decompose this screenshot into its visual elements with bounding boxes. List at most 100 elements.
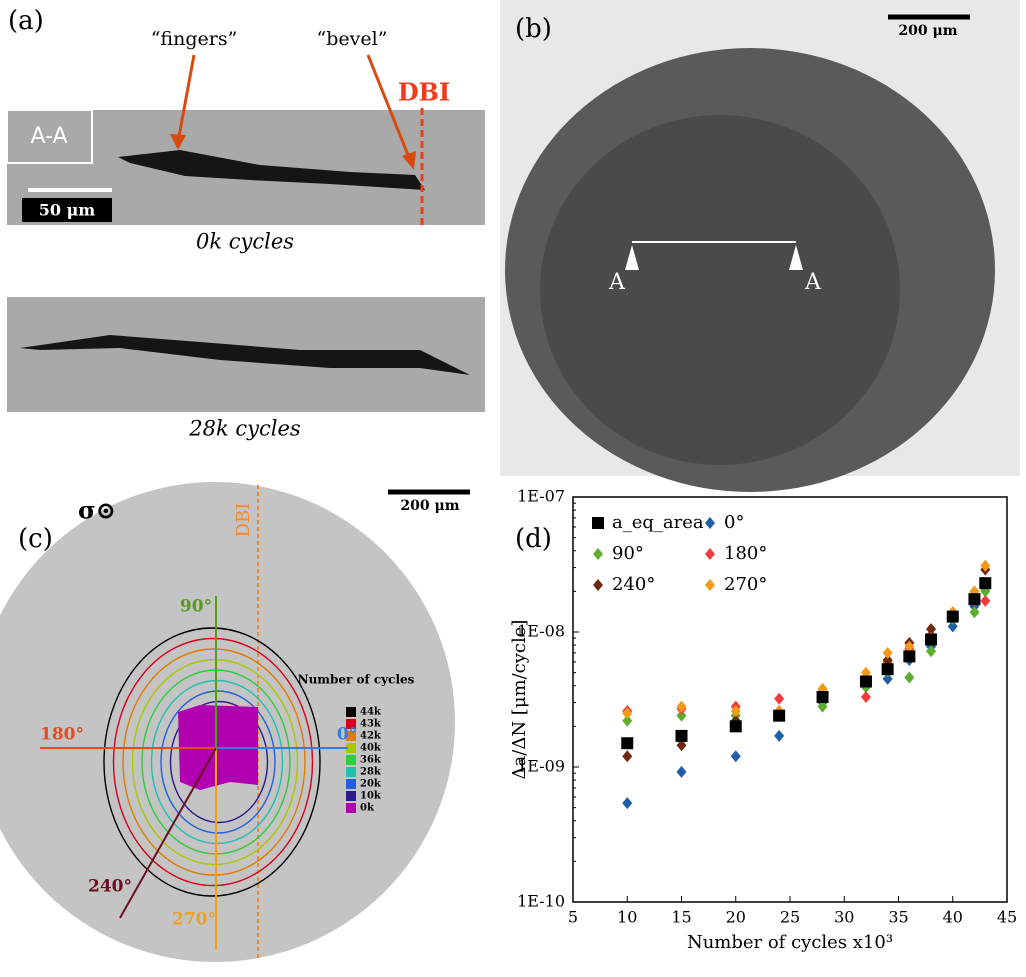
legend-marker [705, 548, 715, 560]
legend-label: 10k [360, 791, 382, 802]
marker [860, 691, 871, 704]
angle-label: 0° [337, 725, 357, 745]
dbi-label: DBI [233, 503, 254, 538]
marker [980, 559, 991, 572]
x-tick-label: 10 [617, 908, 637, 927]
panel-label: (b) [515, 14, 552, 44]
marker [968, 593, 981, 606]
x-tick-label: 25 [780, 908, 800, 927]
legend-swatch [346, 779, 356, 789]
legend-marker [593, 548, 603, 560]
x-tick-label: 20 [726, 908, 746, 927]
arrowhead [402, 151, 416, 170]
legend-label: 44k [360, 707, 382, 718]
legend-marker [705, 517, 715, 529]
legend-marker [705, 579, 715, 591]
legend-label: 0° [724, 512, 744, 533]
marker [817, 700, 828, 713]
angle-line [119, 747, 217, 919]
x-tick-label: 35 [888, 908, 908, 927]
section-box [6, 109, 93, 164]
marker [676, 709, 687, 722]
x-axis-label: Number of cycles x10³ [687, 932, 893, 953]
legend-swatch [346, 803, 356, 813]
legend-swatch [346, 767, 356, 777]
legend-label: 36k [360, 755, 382, 766]
legend-swatch [346, 755, 356, 765]
marker [904, 671, 915, 684]
marker [774, 729, 785, 742]
angle-label: 270° [172, 910, 216, 930]
legend-label: 28k [360, 767, 382, 778]
marker [859, 675, 872, 688]
marker [947, 620, 958, 633]
y-tick-label: 1E-07 [517, 487, 565, 506]
marker [904, 640, 915, 653]
legend-label: 0k [360, 803, 375, 814]
annotation: “fingers” [151, 28, 238, 50]
dbi-label: DBI [398, 78, 450, 107]
marker [881, 663, 894, 676]
legend-label: 42k [360, 731, 382, 742]
marker [622, 750, 633, 763]
crack-front [112, 637, 314, 887]
legend-label: 20k [360, 779, 382, 790]
legend-label: 270° [724, 574, 767, 595]
legend-swatch [346, 707, 356, 717]
stress-symbol: σ⊙ [78, 496, 116, 525]
x-tick-label: 45 [997, 908, 1017, 927]
x-tick-label: 30 [834, 908, 854, 927]
panel-label: (c) [18, 524, 53, 554]
marker [882, 646, 893, 659]
marker [676, 739, 687, 752]
marker [926, 623, 937, 636]
marker [882, 672, 893, 685]
legend-title: Number of cycles [298, 673, 415, 687]
legend-label: 43k [360, 719, 382, 730]
marker [622, 797, 633, 810]
arrow [366, 54, 412, 161]
y-tick-label: 1E-09 [517, 757, 565, 776]
caption: 28k cycles [188, 417, 301, 441]
section-label: A [804, 270, 822, 295]
marker [903, 650, 916, 663]
crack [118, 150, 425, 190]
panel-a: (a) A-A 50 μm DBI “fingers” “bevel” 0k c… [6, 6, 485, 441]
x-tick-label: 15 [671, 908, 691, 927]
scale-bar-label: 50 μm [39, 201, 96, 220]
panel-b: (b) 200 μm A A [500, 0, 1020, 492]
angle-label: 240° [88, 877, 132, 897]
marker [622, 707, 633, 720]
legend-swatch [346, 719, 356, 729]
marker [774, 692, 785, 705]
marker [729, 720, 742, 733]
marker [816, 691, 829, 704]
arrow [176, 54, 196, 143]
y-axis-label: Δa/ΔN [μm/cycle] [509, 620, 530, 780]
arrowhead [170, 134, 186, 150]
section-label: A-A [30, 124, 67, 149]
panel-c: (c) σ⊙ 200 μm DBI Number of cycles 44k43… [0, 482, 470, 962]
marker [980, 594, 991, 607]
legend-marker [592, 517, 604, 529]
legend-marker [593, 579, 603, 591]
legend-label: 40k [360, 743, 382, 754]
annotation: “bevel” [317, 28, 388, 50]
legend-swatch [346, 731, 356, 741]
marker [926, 645, 937, 658]
scale-bar-label: 200 μm [898, 23, 957, 39]
x-tick-label: 5 [568, 908, 578, 927]
marker [946, 610, 959, 623]
marker [925, 633, 938, 646]
crack-front [103, 627, 321, 897]
legend-label: 90° [612, 543, 644, 564]
legend-label: a_eq_area [612, 512, 704, 533]
crack-front [160, 690, 276, 834]
angle-label: 90° [180, 597, 212, 617]
legend-swatch [346, 791, 356, 801]
y-tick-label: 1E-08 [517, 622, 565, 641]
marker [969, 606, 980, 619]
marker [730, 704, 741, 717]
scale-bar-label: 200 μm [400, 498, 459, 514]
legend-label: 180° [724, 543, 767, 564]
